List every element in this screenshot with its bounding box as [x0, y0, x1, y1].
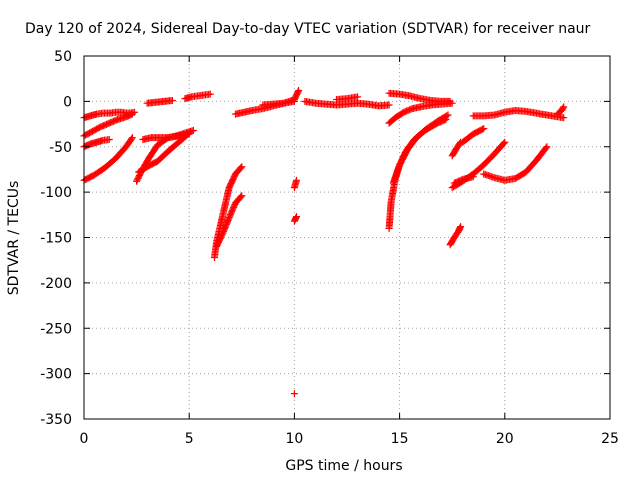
series-arc-4 — [80, 134, 136, 184]
data-point — [128, 134, 136, 142]
data-point — [469, 173, 477, 181]
data-point — [385, 101, 393, 109]
series-arc-26 — [450, 173, 477, 187]
series-arc-13 — [259, 86, 303, 109]
series-arc-16 — [290, 390, 298, 398]
data-point — [128, 110, 136, 118]
data-point — [168, 96, 176, 104]
y-tick-label: 50 — [54, 49, 72, 65]
x-tick-label: 25 — [601, 431, 619, 447]
axis-ticks — [83, 55, 611, 420]
x-tick-label: 10 — [285, 431, 303, 447]
series-arc-6 — [135, 129, 193, 176]
series-arc-9 — [181, 90, 214, 103]
data-point — [293, 213, 301, 221]
data-point — [543, 143, 551, 151]
data-point — [478, 125, 486, 133]
data-point — [237, 164, 245, 172]
series-arc-20 — [389, 111, 452, 187]
data-point — [480, 125, 488, 133]
data-point — [446, 97, 454, 105]
series-arc-28 — [480, 143, 551, 184]
data-point — [237, 193, 245, 201]
y-tick-label: -100 — [40, 185, 72, 201]
data-point — [105, 135, 113, 143]
y-tick-label: -250 — [40, 321, 72, 337]
y-tick-labels: 50 0 -50 -100 -150 -200 -250 -300 -350 — [40, 49, 72, 428]
data-point — [294, 88, 302, 96]
series-arc-27 — [459, 125, 488, 146]
series-arc-10 — [210, 163, 246, 261]
series-arc-29 — [469, 106, 568, 122]
data-point — [501, 138, 509, 146]
series-arc-3 — [80, 135, 113, 151]
series-arc-22 — [385, 89, 454, 105]
x-tick-label: 5 — [185, 431, 194, 447]
data-point — [542, 144, 550, 152]
data-point — [500, 139, 508, 147]
data-point — [295, 86, 303, 94]
y-tick-label: -350 — [40, 412, 72, 428]
data-point — [206, 90, 214, 98]
y-tick-label: -200 — [40, 276, 72, 292]
data-points — [80, 86, 568, 398]
data-point — [443, 112, 451, 120]
series-arc-24 — [446, 223, 465, 249]
data-point — [444, 111, 452, 119]
data-point — [127, 135, 135, 143]
data-point — [189, 126, 197, 134]
y-tick-label: -300 — [40, 367, 72, 383]
series-arc-30 — [553, 103, 568, 118]
data-point — [456, 139, 464, 147]
data-point — [560, 114, 568, 122]
series-arc-7 — [139, 126, 197, 143]
x-axis-label: GPS time / hours — [285, 458, 402, 474]
data-point — [293, 176, 301, 184]
y-axis-label: SDTVAR / TECUs — [6, 181, 22, 296]
data-point — [457, 223, 465, 231]
series-arc-14 — [290, 176, 301, 192]
data-point — [354, 93, 362, 101]
data-point — [560, 103, 568, 111]
series-arc-8 — [143, 96, 176, 107]
y-tick-label: 0 — [63, 94, 72, 110]
series-arc-15 — [290, 213, 301, 225]
data-point — [290, 390, 298, 398]
x-tick-label: 0 — [80, 431, 89, 447]
series-arc-2 — [80, 110, 136, 140]
x-tick-label: 15 — [391, 431, 409, 447]
series-arc-11 — [213, 192, 246, 251]
x-tick-labels: 0 5 10 15 20 25 — [80, 431, 619, 447]
data-point — [238, 192, 246, 200]
data-point — [238, 163, 246, 171]
y-tick-label: -50 — [49, 140, 72, 156]
y-tick-label: -150 — [40, 231, 72, 247]
data-point — [559, 104, 567, 112]
series-arc-18 — [332, 93, 362, 104]
chart-title: Day 120 of 2024, Sidereal Day-to-day VTE… — [25, 21, 591, 37]
x-tick-label: 20 — [496, 431, 514, 447]
